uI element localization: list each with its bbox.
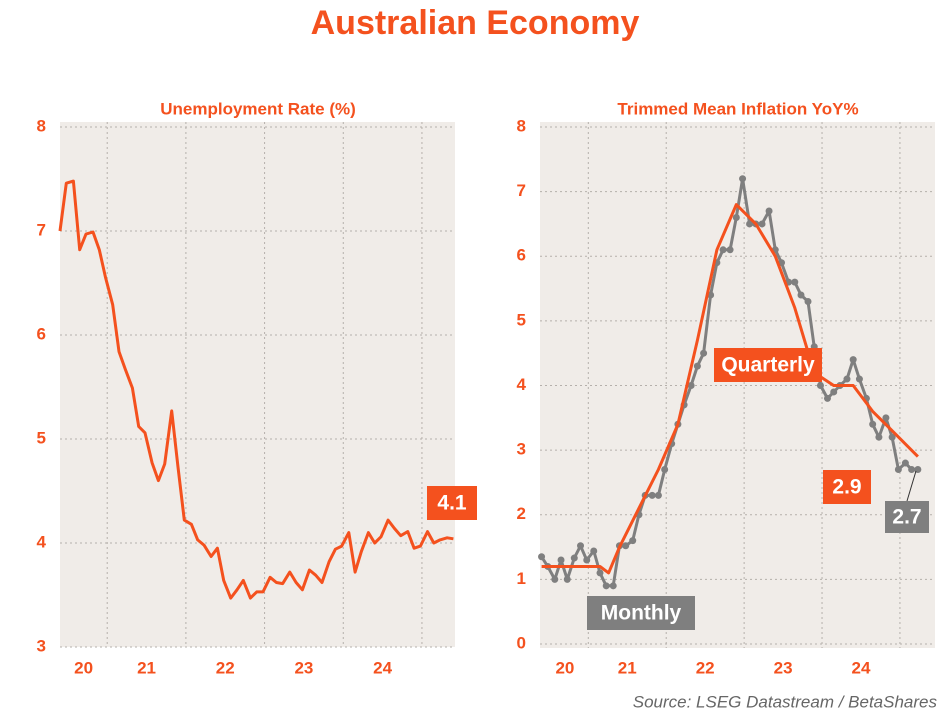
- point: [693, 362, 701, 370]
- x-tick-label: 24: [373, 658, 392, 677]
- x-tick-label: 21: [618, 658, 637, 677]
- source-note: Source: LSEG Datastream / BetaShares: [633, 692, 938, 711]
- y-tick-label: 4: [517, 375, 527, 394]
- point: [791, 278, 799, 286]
- point: [732, 213, 740, 221]
- point: [894, 466, 902, 474]
- series-line: [541, 203, 919, 575]
- x-tick-label: 21: [137, 658, 156, 677]
- y-tick-label: 6: [37, 324, 46, 343]
- point: [596, 569, 604, 577]
- point: [875, 433, 883, 441]
- y-tick-label: 8: [37, 116, 46, 135]
- y-tick-label: 8: [517, 116, 526, 135]
- subplot-title: Unemployment Rate (%): [160, 99, 356, 118]
- point: [797, 291, 805, 299]
- point: [648, 491, 656, 499]
- y-tick-label: 2: [517, 504, 526, 523]
- annotation-box: [885, 501, 929, 533]
- x-tick-label: 20: [555, 658, 574, 677]
- annotation: 2.9: [832, 476, 861, 499]
- point: [758, 220, 766, 228]
- annotation-box: [427, 486, 477, 520]
- point: [908, 466, 916, 474]
- point: [700, 349, 708, 357]
- point: [869, 420, 877, 428]
- x-tick-label: 20: [74, 658, 93, 677]
- point: [538, 553, 546, 561]
- y-tick-label: 5: [517, 310, 526, 329]
- y-tick-label: 3: [37, 636, 46, 655]
- annotation: 4.1: [437, 492, 467, 515]
- point: [551, 575, 559, 583]
- y-tick-label: 0: [517, 633, 526, 652]
- point: [765, 207, 773, 215]
- annotation-box: [823, 470, 871, 504]
- point: [823, 394, 831, 402]
- y-tick-label: 5: [37, 428, 46, 447]
- point: [804, 297, 812, 305]
- point: [622, 542, 630, 550]
- y-tick-label: 7: [517, 181, 526, 200]
- leader-line: [906, 470, 917, 502]
- series-line: [58, 179, 454, 600]
- annotation: 2.7: [892, 506, 921, 529]
- point: [739, 175, 747, 183]
- figure-title: Australian Economy: [311, 4, 640, 42]
- point: [577, 542, 585, 550]
- point: [602, 582, 610, 590]
- point: [843, 375, 851, 383]
- subplot-title: Trimmed Mean Inflation YoY%: [617, 99, 858, 118]
- x-tick-label: 24: [852, 658, 871, 677]
- point: [570, 554, 578, 562]
- point: [888, 433, 896, 441]
- point: [901, 459, 909, 467]
- x-tick-label: 22: [696, 658, 715, 677]
- point: [629, 537, 637, 545]
- point: [816, 382, 824, 389]
- point: [590, 547, 598, 555]
- point: [719, 246, 727, 254]
- y-tick-label: 6: [517, 246, 526, 265]
- y-tick-label: 3: [517, 440, 526, 459]
- x-tick-label: 22: [216, 658, 235, 677]
- point: [661, 466, 669, 474]
- series-label: Monthly: [601, 602, 682, 625]
- y-tick-label: 7: [37, 220, 46, 239]
- plot-area: [60, 122, 455, 647]
- point: [855, 375, 863, 383]
- point: [849, 356, 857, 364]
- point: [654, 491, 662, 499]
- point: [687, 382, 695, 389]
- point: [563, 575, 571, 583]
- point: [583, 556, 591, 564]
- y-tick-label: 4: [37, 532, 47, 551]
- point: [746, 220, 754, 228]
- point: [726, 246, 734, 254]
- point: [557, 556, 565, 564]
- point: [882, 414, 890, 422]
- point: [830, 388, 838, 396]
- series-label: Quarterly: [721, 354, 815, 377]
- y-tick-label: 1: [517, 569, 526, 588]
- point: [609, 582, 617, 590]
- series-label-box: [714, 348, 822, 382]
- x-tick-label: 23: [774, 658, 793, 677]
- x-tick-label: 23: [294, 658, 313, 677]
- series-label-box: [587, 596, 695, 630]
